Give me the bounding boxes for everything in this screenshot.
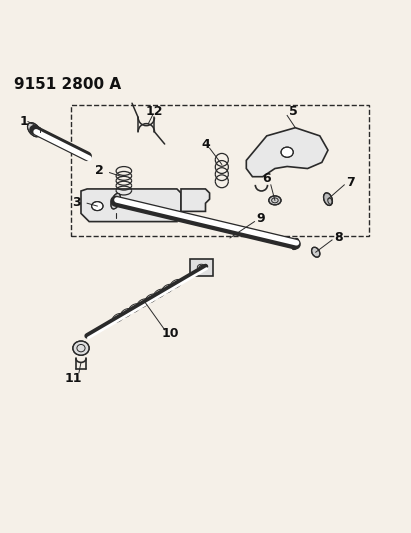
Text: 9151 2800 A: 9151 2800 A <box>14 77 121 92</box>
Ellipse shape <box>269 196 281 205</box>
Text: 7: 7 <box>346 176 355 189</box>
Ellipse shape <box>281 147 293 157</box>
Ellipse shape <box>312 247 320 257</box>
Text: 12: 12 <box>146 105 163 118</box>
Polygon shape <box>181 189 210 212</box>
Ellipse shape <box>323 193 332 205</box>
Ellipse shape <box>92 201 103 211</box>
Ellipse shape <box>197 264 206 270</box>
Text: 6: 6 <box>262 172 271 185</box>
Text: 2: 2 <box>95 164 104 177</box>
Text: 5: 5 <box>289 105 298 118</box>
Ellipse shape <box>28 123 41 137</box>
Text: 1: 1 <box>19 115 28 128</box>
Ellipse shape <box>73 341 89 356</box>
Ellipse shape <box>111 193 120 209</box>
Text: 9: 9 <box>256 212 265 225</box>
Text: 4: 4 <box>201 138 210 150</box>
Text: 11: 11 <box>64 372 81 385</box>
Text: 8: 8 <box>334 231 342 244</box>
Bar <box>190 259 212 276</box>
Text: 10: 10 <box>162 327 180 341</box>
Polygon shape <box>81 189 181 222</box>
Polygon shape <box>246 128 328 177</box>
Text: 3: 3 <box>73 196 81 208</box>
Ellipse shape <box>199 265 204 269</box>
Ellipse shape <box>292 239 299 249</box>
